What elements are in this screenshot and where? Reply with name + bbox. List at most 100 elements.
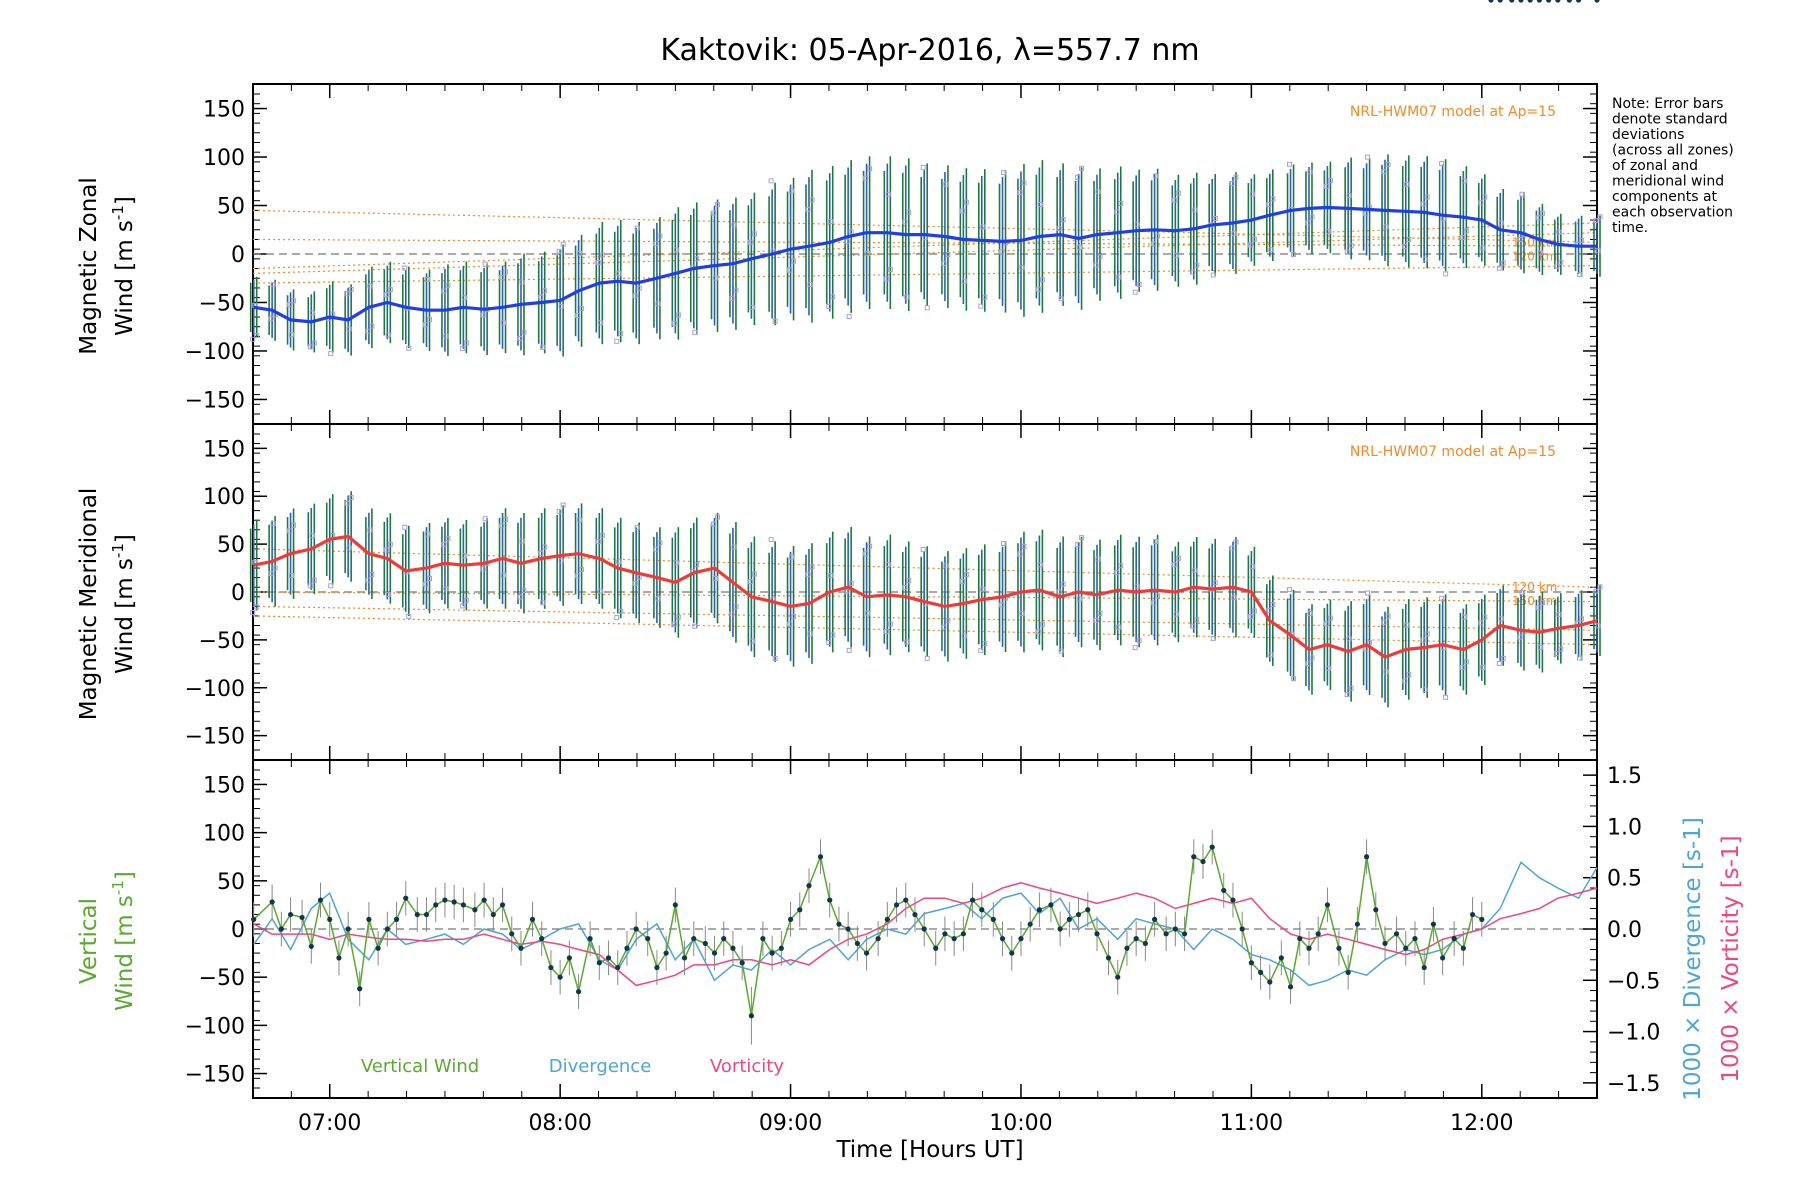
zone-sample <box>1579 237 1585 243</box>
vertical-wind-point <box>1430 921 1437 927</box>
zone-sample <box>906 209 912 215</box>
y2-tick-label: 0.0 <box>1607 918 1642 943</box>
vertical-wind-point <box>1440 955 1446 961</box>
x-tick-label: 11:00 <box>1220 1111 1283 1136</box>
zone-sample <box>1093 262 1099 268</box>
vertical-wind-point <box>1221 887 1227 894</box>
zone-sample <box>1363 646 1369 652</box>
zone-sample <box>711 521 717 527</box>
zone-sample <box>982 294 988 300</box>
vertical-wind-point <box>269 899 275 905</box>
y-tick-label: 0 <box>231 243 245 268</box>
y2-axis-title-divergence: 1000 × Divergence [s-1] <box>1680 817 1706 1101</box>
vertical-wind-point <box>509 931 515 937</box>
zone-sample <box>1266 202 1272 208</box>
vertical-wind-point <box>1172 926 1178 932</box>
zone-sample <box>1229 181 1235 187</box>
vertical-wind-point <box>460 902 466 908</box>
zone-sample <box>1383 224 1389 230</box>
zone-sample <box>1556 611 1562 617</box>
zone-sample <box>772 655 778 661</box>
zone-sample <box>789 554 795 560</box>
zone-sample <box>1118 563 1124 569</box>
zone-sample <box>1017 189 1023 195</box>
zone-sample <box>1212 580 1218 586</box>
zone-sample <box>1480 245 1486 251</box>
zone-sample <box>443 333 449 339</box>
zone-sample <box>1037 202 1043 208</box>
zone-sample <box>694 256 700 262</box>
zone-sample <box>250 610 256 616</box>
zone-sample <box>270 282 276 288</box>
zone-sample <box>809 197 815 203</box>
zone-sample <box>1556 229 1562 235</box>
zone-sample <box>1439 161 1445 167</box>
zone-sample <box>1482 614 1488 620</box>
vertical-wind-point <box>251 916 257 922</box>
zone-sample <box>254 604 260 610</box>
zone-sample <box>1210 272 1216 278</box>
zone-sample <box>632 293 638 299</box>
vertical-wind-point <box>518 945 524 951</box>
zone-sample <box>671 320 677 326</box>
zone-sample <box>556 248 562 254</box>
y2-tick-label: 1.0 <box>1607 815 1642 840</box>
zone-sample <box>1231 231 1237 237</box>
y-tick-label: 50 <box>217 195 245 220</box>
model-line <box>252 605 1598 631</box>
zone-sample <box>575 312 581 318</box>
zone-sample <box>653 546 659 552</box>
zone-sample <box>653 241 659 247</box>
y2-tick-label: 1.5 <box>1607 764 1642 789</box>
zone-sample <box>441 288 447 294</box>
zone-sample <box>941 260 947 266</box>
y-tick-label: 50 <box>217 870 245 895</box>
y-tick-label: −150 <box>185 1063 245 1088</box>
zone-sample <box>461 295 467 301</box>
zone-sample <box>1323 183 1329 189</box>
zone-sample <box>309 533 315 539</box>
zone-sample <box>715 514 721 520</box>
vertical-wind-point <box>797 907 803 913</box>
vertical-wind-point <box>1345 969 1351 975</box>
model-line <box>252 238 1598 247</box>
vertical-wind-point <box>1536 0 1542 3</box>
zone-sample <box>1478 200 1484 206</box>
y-tick-label: 150 <box>203 437 245 462</box>
vertical-wind-point <box>336 955 342 961</box>
zone-sample <box>749 638 755 644</box>
zone-sample <box>747 239 753 245</box>
vertical-wind-point <box>969 897 976 903</box>
zone-sample <box>1095 189 1101 195</box>
zone-sample <box>1190 269 1196 275</box>
zone-sample <box>517 336 523 342</box>
vertical-wind-point <box>1105 955 1112 961</box>
vertical-wind-point <box>1497 0 1503 3</box>
vertical-wind-point <box>1287 984 1294 990</box>
zonal-wind-panel: −150 −100 −50 0 50 100 150 NRL-HWM07 model at A… <box>76 83 1603 425</box>
zone-sample <box>616 270 622 276</box>
zone-sample <box>1539 600 1545 606</box>
vertical-wind-point <box>1546 0 1552 3</box>
zone-sample <box>1535 605 1541 611</box>
zone-sample <box>980 586 986 592</box>
zone-sample <box>463 340 469 346</box>
zone-sample <box>982 641 988 647</box>
zone-sample <box>618 331 624 337</box>
zone-sample <box>406 345 412 351</box>
vertical-wind-point <box>451 899 457 905</box>
zone-sample <box>402 265 408 271</box>
vertical-wind-point <box>960 931 966 937</box>
zone-sample <box>1173 611 1179 617</box>
zone-sample <box>715 202 721 208</box>
zone-sample <box>1114 209 1120 215</box>
zone-sample <box>1075 174 1081 180</box>
zone-sample <box>848 229 854 235</box>
vorticity-line <box>253 882 1598 987</box>
model-line <box>252 265 1598 284</box>
zone-sample <box>1268 652 1274 658</box>
model-line <box>252 548 1598 588</box>
vertical-wind-point <box>1336 945 1342 951</box>
